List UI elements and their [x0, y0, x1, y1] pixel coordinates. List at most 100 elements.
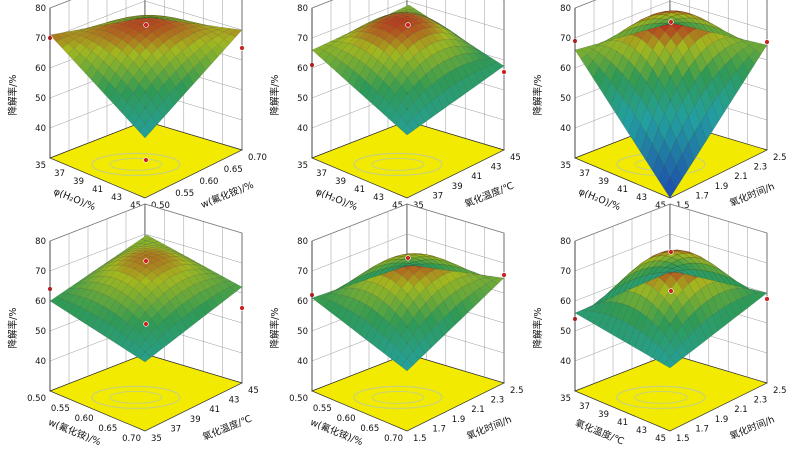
z-tick-label: 40: [35, 357, 46, 367]
z-axis-label: 降解率/%: [532, 75, 544, 116]
x-tick-label: 2.1: [734, 405, 748, 415]
y-tick-label: 41: [354, 185, 365, 195]
x-tick-label: 43: [491, 163, 502, 173]
y-tick-label: 39: [598, 177, 609, 187]
surface-plot-d: 4050607080降解率/%353739414345氧化温度/℃0.500.5…: [7, 204, 259, 448]
surface-plot-f: 4050607080降解率/%1.51.71.92.12.32.5氧化时间/h3…: [532, 204, 787, 448]
x-tick-label: 45: [510, 153, 521, 163]
y-tick-label: 43: [373, 193, 384, 203]
z-tick-label: 40: [560, 357, 571, 367]
x-tick-label: 37: [432, 191, 443, 201]
y-tick-label: 37: [316, 169, 327, 179]
z-tick-label: 60: [35, 64, 46, 74]
z-tick-label: 70: [297, 267, 308, 277]
z-tick-label: 80: [297, 4, 308, 14]
z-tick-label: 60: [297, 297, 308, 307]
design-point: [669, 250, 674, 255]
x-tick-label: 41: [471, 172, 482, 182]
x-axis-label: 氧化时间/h: [465, 413, 513, 442]
x-tick-label: 39: [190, 415, 201, 425]
x-tick-label: 1.9: [715, 415, 729, 425]
y-tick-label: 35: [560, 161, 571, 171]
x-tick-label: 2.5: [510, 386, 524, 396]
design-point: [144, 259, 149, 264]
x-tick-label: 37: [170, 424, 181, 434]
z-tick-label: 80: [297, 237, 308, 247]
z-tick-label: 50: [560, 94, 571, 104]
x-tick-label: 1.5: [676, 434, 690, 444]
y-tick-label: 43: [636, 426, 647, 436]
design-point: [765, 40, 770, 45]
z-tick-label: 50: [297, 94, 308, 104]
y-tick-label: 0.65: [360, 424, 379, 434]
design-point: [144, 322, 149, 327]
y-tick-label: 0.50: [289, 394, 308, 404]
x-tick-label: 41: [209, 405, 220, 415]
z-axis-label: 降解率/%: [532, 308, 544, 349]
x-tick-label: 1.7: [695, 424, 709, 434]
surface-plot-e: 4050607080降解率/%1.51.71.92.12.32.5氧化时间/h0…: [269, 204, 524, 448]
x-tick-label: 0.60: [200, 177, 219, 187]
y-tick-label: 37: [579, 169, 590, 179]
x-tick-label: 1.7: [695, 191, 709, 201]
design-point: [406, 23, 411, 28]
design-point: [240, 306, 245, 311]
design-point: [765, 297, 770, 302]
y-axis-label: φ(H₂O)/%: [52, 186, 97, 213]
z-tick-label: 70: [560, 267, 571, 277]
z-tick-label: 40: [560, 124, 571, 134]
x-tick-label: 45: [248, 386, 259, 396]
z-axis-label: 降解率/%: [269, 308, 281, 349]
y-tick-label: 43: [111, 193, 122, 203]
z-tick-label: 40: [297, 124, 308, 134]
x-tick-label: 2.5: [773, 386, 787, 396]
y-tick-label: 0.55: [51, 404, 70, 414]
x-tick-label: 43: [229, 396, 240, 406]
design-point: [669, 20, 674, 25]
z-tick-label: 50: [35, 94, 46, 104]
z-tick-label: 40: [35, 124, 46, 134]
surface-plot-c: 4050607080降解率/%1.51.71.92.12.32.5氧化时间/h3…: [532, 0, 787, 213]
y-tick-label: 39: [598, 410, 609, 420]
z-tick-label: 50: [35, 327, 46, 337]
design-point: [144, 23, 149, 28]
z-tick-label: 70: [35, 34, 46, 44]
z-tick-label: 80: [35, 237, 46, 247]
surface-plot-a: 4050607080降解率/%0.500.550.600.650.70w(氟化铵…: [7, 0, 267, 213]
x-tick-label: 2.1: [734, 172, 748, 182]
z-tick-label: 50: [560, 327, 571, 337]
design-point: [240, 46, 245, 51]
z-axis-label: 降解率/%: [7, 308, 19, 349]
y-tick-label: 0.60: [75, 414, 94, 424]
z-tick-label: 80: [35, 4, 46, 14]
y-tick-label: 35: [560, 394, 571, 404]
z-tick-label: 70: [297, 34, 308, 44]
z-tick-label: 40: [297, 357, 308, 367]
z-axis-label: 降解率/%: [7, 75, 19, 116]
y-tick-label: 45: [655, 434, 666, 444]
z-tick-label: 60: [560, 64, 571, 74]
x-tick-label: 1.7: [432, 424, 446, 434]
x-tick-label: 2.5: [773, 153, 787, 163]
x-axis-label: 氧化温度/℃: [201, 412, 254, 443]
x-tick-label: 35: [151, 434, 162, 444]
y-tick-label: 0.50: [27, 394, 46, 404]
x-tick-label: 39: [452, 182, 463, 192]
y-axis-label: φ(H₂O)/%: [314, 186, 359, 213]
y-tick-label: 41: [92, 185, 103, 195]
surface-plot-b: 4050607080降解率/%353739414345氧化温度/℃3537394…: [269, 0, 521, 213]
x-tick-label: 0.70: [248, 153, 267, 163]
y-tick-label: 41: [617, 418, 628, 428]
x-tick-label: 1.9: [715, 182, 729, 192]
y-axis-label: φ(H₂O)/%: [577, 186, 622, 213]
z-tick-label: 80: [560, 237, 571, 247]
x-tick-label: 1.9: [452, 415, 466, 425]
x-tick-label: 2.1: [471, 405, 485, 415]
z-axis-label: 降解率/%: [269, 75, 281, 116]
z-tick-label: 50: [297, 327, 308, 337]
design-point: [144, 158, 149, 163]
design-point: [406, 256, 411, 261]
z-tick-label: 60: [35, 297, 46, 307]
design-point: [502, 70, 507, 75]
